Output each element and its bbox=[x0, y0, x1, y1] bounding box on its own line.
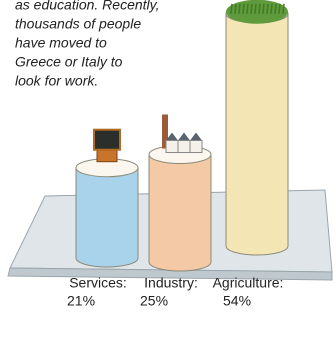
grass-blade bbox=[282, 3, 285, 14]
annotation-line: as education. Recently, bbox=[15, 0, 160, 13]
grass-blade bbox=[258, 3, 261, 14]
grass-blade bbox=[242, 3, 245, 14]
value-label: 54% bbox=[223, 293, 251, 309]
grass-blade bbox=[270, 3, 273, 14]
grass-blade bbox=[238, 3, 241, 14]
grass-blade bbox=[250, 3, 253, 14]
grass-blade bbox=[278, 3, 281, 14]
grass-blade bbox=[266, 3, 269, 14]
blackboard bbox=[93, 128, 121, 151]
grass-blade bbox=[262, 3, 265, 14]
chimney bbox=[162, 114, 168, 149]
annotation-line: look for work. bbox=[15, 73, 98, 89]
grass-blade bbox=[234, 3, 237, 14]
factory-roof bbox=[190, 132, 202, 141]
bar bbox=[76, 167, 138, 258]
annotation-line: have moved to bbox=[15, 35, 107, 51]
grass-blade bbox=[230, 3, 233, 14]
value-label: 25% bbox=[140, 293, 168, 309]
factory-roof bbox=[178, 132, 190, 141]
category-label: Services: bbox=[69, 275, 127, 291]
factory-wall bbox=[189, 140, 203, 153]
annotation-line: thousands of people bbox=[15, 16, 141, 32]
grass-blade bbox=[254, 3, 257, 14]
bar bbox=[226, 13, 288, 246]
category-label: Industry: bbox=[144, 275, 198, 291]
category-label: Agriculture: bbox=[213, 275, 284, 291]
value-label: 21% bbox=[67, 293, 95, 309]
grass-blade bbox=[274, 3, 277, 14]
annotation-line: Greece or Italy to bbox=[15, 54, 123, 70]
bar bbox=[149, 154, 211, 262]
factory-roof bbox=[166, 132, 178, 141]
grass-blade bbox=[246, 3, 249, 14]
factory-wall bbox=[165, 140, 179, 153]
factory-wall bbox=[177, 140, 191, 153]
